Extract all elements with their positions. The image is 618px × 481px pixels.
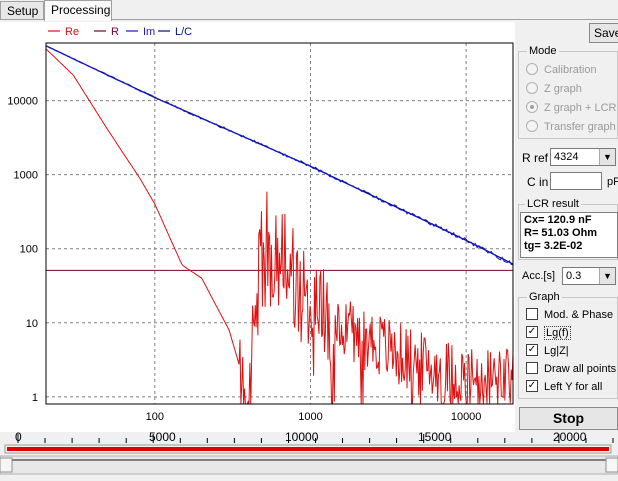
lcr-capacitance: Cx= 120.9 nF (524, 214, 592, 226)
tab-setup[interactable]: Setup (0, 1, 44, 20)
cin-input[interactable] (550, 172, 602, 190)
lg-z-checkbox[interactable]: ✓ Lg|Z| (526, 343, 569, 359)
slider-tick-20000: 20000 (553, 430, 587, 444)
lcr-resistance: R= 51.03 Ohm (524, 227, 598, 239)
mod-phase-label: Mod. & Phase (544, 309, 614, 321)
slider-fill (7, 447, 609, 451)
mode-zgraph-lcr-label: Z graph + LCR (544, 102, 617, 114)
lcr-result-box: Cx= 120.9 nF R= 51.03 Ohm tg= 3.2E-02 (520, 212, 618, 258)
cin-unit: pF (607, 176, 618, 188)
acc-value: 0.3 (566, 270, 582, 282)
mode-zgraph-lcr-radio[interactable]: Z graph + LCR (526, 100, 616, 116)
mode-transfer-radio[interactable]: Transfer graph (526, 119, 616, 135)
radio-icon (526, 63, 538, 76)
tab-divider (0, 19, 618, 20)
mod-phase-checkbox[interactable]: Mod. & Phase (526, 307, 613, 323)
legend-label-r: R (111, 26, 119, 38)
lg-z-label: Lg|Z| (544, 345, 569, 357)
radio-icon (526, 82, 538, 95)
y-tick-label: 10 (26, 318, 38, 330)
rref-value: 4324 (554, 151, 579, 163)
radio-icon (526, 120, 538, 133)
rref-select[interactable]: 4324 ▼ (550, 148, 616, 166)
x-tick-label: 10000 (451, 411, 482, 423)
lcr-title: LCR result (525, 198, 581, 210)
checkbox-icon (526, 308, 538, 321)
mode-transfer-label: Transfer graph (544, 121, 616, 133)
scroll-right-button[interactable] (605, 457, 618, 473)
x-tick-label: 100 (146, 411, 164, 423)
cin-label: C in (527, 175, 549, 189)
checkmark-icon: ✓ (526, 344, 538, 357)
mode-title: Mode (527, 45, 559, 57)
draw-all-points-checkbox[interactable]: Draw all points (526, 361, 616, 377)
scroll-thumb-line (12, 459, 606, 461)
left-y-label: Left Y for all (544, 381, 603, 393)
scroll-left-button[interactable] (0, 457, 13, 473)
y-tick-label: 1 (32, 392, 38, 404)
y-tick-label: 100 (20, 244, 38, 256)
save-button[interactable]: Save (589, 23, 618, 43)
x-tick-label: 1000 (298, 411, 322, 423)
left-y-checkbox[interactable]: ✓ Left Y for all (526, 379, 602, 395)
slider-tick-10000: 10000 (285, 430, 319, 444)
slider-tick-5000: 5000 (149, 430, 176, 444)
mode-zgraph-radio[interactable]: Z graph (526, 81, 582, 97)
legend-label-re: Re (65, 26, 79, 38)
slider-tick-15000: 15000 (418, 430, 452, 444)
frequency-slider[interactable]: 0 5000 10000 15000 20000 (0, 430, 618, 478)
scrollbar-track[interactable] (0, 455, 618, 475)
plot-frame (45, 42, 514, 405)
mode-calibration-radio[interactable]: Calibration (526, 62, 597, 78)
plot-svg: 1 10 100 1000 10000 100 1000 10000 Re R Im L/C (7, 26, 514, 423)
lcr-tangent: tg= 3.2E-02 (524, 240, 583, 252)
slider-tick-0: 0 (15, 430, 22, 444)
chevron-down-icon[interactable]: ▼ (599, 268, 615, 284)
radio-checked-icon (526, 101, 538, 114)
checkmark-icon: ✓ (526, 380, 538, 393)
stop-button[interactable]: Stop (519, 407, 618, 430)
slider-svg (0, 434, 618, 475)
legend-label-im: Im (143, 26, 155, 38)
legend-label-l-c: L/C (175, 26, 192, 38)
series-re-line (45, 48, 514, 405)
mode-calibration-label: Calibration (544, 64, 597, 76)
checkmark-icon: ✓ (526, 326, 538, 339)
graph-title: Graph (527, 291, 562, 303)
checkbox-icon (526, 362, 538, 375)
draw-all-points-label: Draw all points (544, 363, 617, 375)
y-tick-label: 10000 (7, 96, 38, 108)
rref-label: R ref (522, 151, 549, 165)
plot-frame-border (45, 42, 514, 405)
chevron-down-icon[interactable]: ▼ (599, 149, 615, 165)
acc-select[interactable]: 0.3 ▼ (562, 267, 616, 285)
mode-zgraph-label: Z graph (544, 83, 582, 95)
lg-f-label: Lg(f) (544, 326, 571, 340)
acc-label: Acc.[s] (522, 270, 556, 282)
lg-f-checkbox[interactable]: ✓ Lg(f) (526, 325, 571, 341)
series-im-line (45, 45, 514, 266)
tab-processing[interactable]: Processing (44, 0, 112, 21)
y-tick-label: 1000 (14, 170, 38, 182)
impedance-plot: 1 10 100 1000 10000 100 1000 10000 Re R Im L/C (0, 22, 515, 432)
